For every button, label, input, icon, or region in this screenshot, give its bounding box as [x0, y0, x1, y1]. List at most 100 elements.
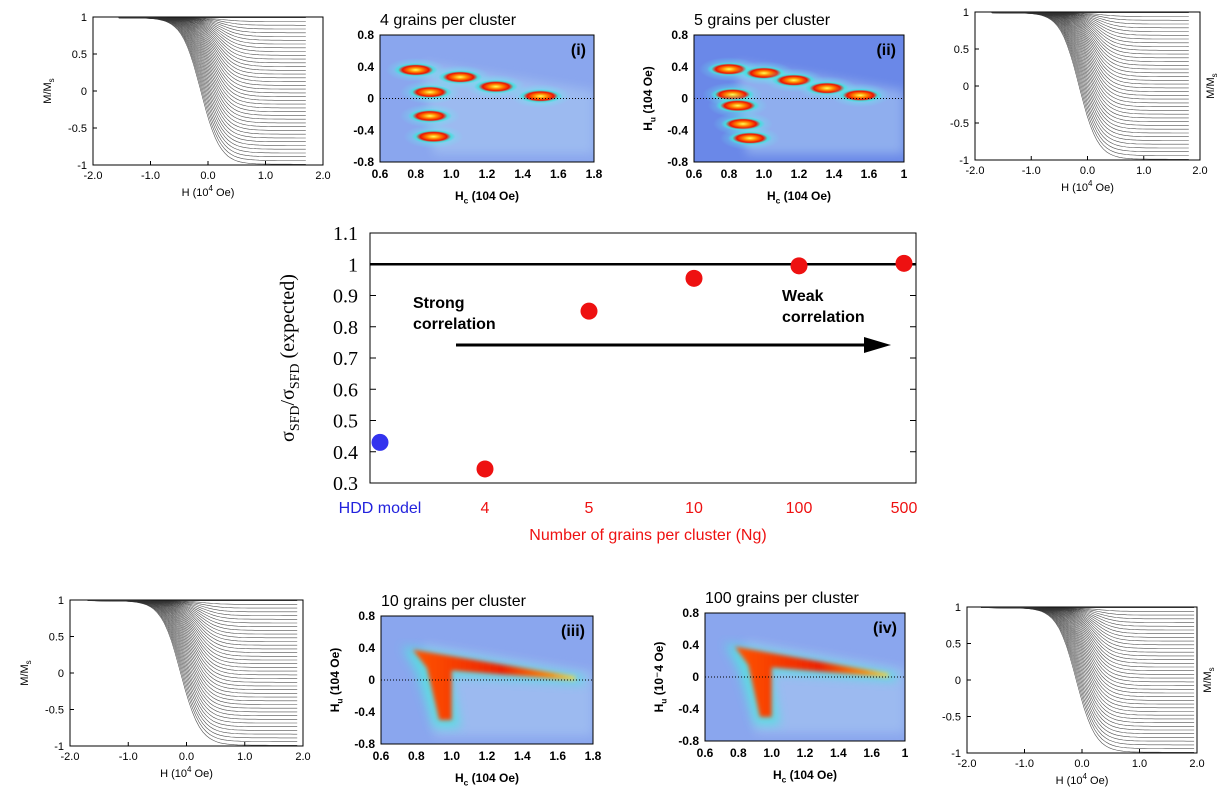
x-tick-label: 1.6 [861, 167, 878, 181]
y-tick-label: 0.4 [682, 638, 699, 652]
heatmap-ridge [412, 649, 576, 720]
x-tick-label: HDD model [339, 500, 422, 517]
data-point [895, 254, 913, 272]
heatmap-peak [407, 85, 452, 100]
hysteresis-panel-hyst-tr: -2.0 -1.0 0.0 1.0 2.0 1 0.5 0 -0.5 -1 M/Ms H (104 O… [950, 7, 1219, 194]
heatmap-peak [473, 79, 518, 94]
x-tick-label: 1.2 [479, 749, 496, 763]
data-point [580, 302, 598, 320]
y-tick-label: -1 [54, 741, 64, 753]
hysteresis-curve [981, 607, 1195, 642]
hysteresis-curve [87, 600, 298, 694]
x-tick-label: 0.0 [179, 751, 194, 763]
y-axis-label: M/Ms [1202, 667, 1216, 692]
y-tick-label: -0.4 [353, 123, 374, 137]
y-tick-label: -0.5 [68, 123, 87, 135]
y-tick-label: 0.4 [671, 60, 688, 74]
y-tick-label: 0 [367, 92, 374, 106]
x-tick-label: 0.8 [407, 167, 424, 181]
x-tick-label: 1.0 [443, 167, 460, 181]
y-tick-label: 0.8 [682, 606, 699, 620]
y-tick-label: -0.5 [950, 118, 969, 130]
y-axis-label: M/Ms [42, 78, 56, 103]
x-tick-label: 0.8 [408, 749, 425, 763]
x-axis-label: Hc (104 Oe) [773, 768, 837, 785]
hysteresis-panel-hyst-tl: -2.0 -1.0 0.0 1.0 2.0 1 0.5 0 -0.5 -1 M/Ms H (104 O… [42, 12, 331, 199]
y-tick-label: 0.7 [333, 348, 358, 370]
y-tick-label: 0 [58, 668, 64, 680]
x-tick-label: 1.0 [237, 751, 252, 763]
x-tick-label: -2.0 [966, 165, 985, 177]
y-tick-label: 0.5 [49, 632, 64, 644]
heatmap-panel-iii: 0.6 0.8 1.0 1.2 1.4 1.6 1.8 0.8 0.4 0 -0.4 -0.8 10 g… [328, 593, 602, 788]
y-tick-label: 0.4 [333, 442, 358, 464]
x-tick-label: 1.0 [756, 167, 773, 181]
y-tick-label: 1 [58, 595, 64, 607]
y-tick-label: 0.4 [358, 641, 375, 655]
x-tick-label: 1.4 [514, 167, 531, 181]
data-point [790, 257, 808, 275]
y-tick-label: -0.8 [354, 737, 375, 751]
y-tick-label: 0.8 [358, 609, 375, 623]
x-tick-label: 1.0 [258, 170, 273, 182]
x-tick-label: 4 [481, 500, 490, 517]
y-tick-label: 0.8 [333, 317, 358, 339]
y-tick-label: -0.5 [942, 712, 961, 724]
data-point [371, 433, 389, 451]
y-tick-label: 1 [348, 254, 358, 276]
y-tick-label: 0.5 [954, 44, 969, 56]
x-axis-label: Hc (104 Oe) [767, 189, 831, 206]
x-axis-label: Number of grains per cluster (Ng) [529, 527, 766, 544]
x-tick-label: 10 [685, 500, 703, 517]
y-tick-label: 0.8 [671, 28, 688, 42]
y-tick-label: 1.1 [333, 223, 358, 245]
x-tick-label: 1.6 [863, 746, 880, 760]
hysteresis-curve [991, 12, 1189, 47]
hysteresis-curve [118, 17, 306, 90]
heatmap-panel-ii: 0.6 0.8 1.0 1.2 1.4 1.6 1 0.8 0.4 0 -0.4 -0.8 5 grai… [641, 12, 908, 206]
x-axis-label: Hc (104 Oe) [455, 771, 519, 788]
hysteresis-panel-hyst-bl: -2.0 -1.0 0.0 1.0 2.0 1 0.5 0 -0.5 -1 M/Ms H (104 O… [19, 595, 311, 780]
data-point [685, 269, 703, 287]
heatmap-peak [728, 131, 772, 146]
heatmap-area [380, 35, 594, 162]
x-tick-label: 0.0 [200, 170, 215, 182]
y-axis-label: Hu (104 Oe) [328, 648, 345, 713]
x-tick-label: 1.8 [585, 749, 602, 763]
x-tick-label: 2.0 [1192, 165, 1207, 177]
hysteresis-curve [118, 17, 306, 112]
plot-frame [380, 615, 594, 745]
x-tick-label: 0.0 [1074, 758, 1089, 770]
y-tick-label: 1 [963, 7, 969, 19]
y-tick-label: -0.8 [353, 155, 374, 169]
y-tick-label: 0.3 [333, 473, 358, 495]
x-tick-label: 1.2 [797, 746, 814, 760]
x-tick-label: 1.0 [443, 749, 460, 763]
x-tick-label: -1.0 [1015, 758, 1034, 770]
x-tick-label: 1.4 [514, 749, 531, 763]
hysteresis-curve [991, 12, 1189, 107]
y-tick-label: 0.9 [333, 286, 358, 308]
plot-frame [379, 34, 595, 163]
y-axis-label: M/Ms [19, 660, 33, 685]
panel-tag: (iii) [561, 623, 585, 640]
hysteresis-curve [118, 17, 306, 52]
x-tick-label: 1.0 [1136, 165, 1151, 177]
y-tick-label: -0.8 [678, 734, 699, 748]
y-tick-label: -0.4 [354, 705, 375, 719]
x-tick-label: 1.6 [549, 749, 566, 763]
y-tick-label: 1 [81, 12, 87, 24]
x-axis-label: Hc (104 Oe) [455, 189, 519, 206]
x-tick-label: 2.0 [1189, 758, 1204, 770]
y-tick-label: 0 [81, 86, 87, 98]
y-tick-label: 0 [692, 670, 699, 684]
heatmap-panel-iv: 0.6 0.8 1.0 1.2 1.4 1.6 1 0.8 0.4 0 -0.4 -0.8 100 gr… [652, 590, 909, 785]
x-tick-label: 0.6 [686, 167, 703, 181]
x-tick-label: 1.6 [550, 167, 567, 181]
plot-frame [369, 232, 917, 484]
y-axis-label: σSFD/σSFD (expected) [277, 274, 303, 442]
y-tick-label: 0 [963, 81, 969, 93]
y-tick-label: -1 [959, 155, 969, 167]
x-tick-label: 0.6 [697, 746, 714, 760]
